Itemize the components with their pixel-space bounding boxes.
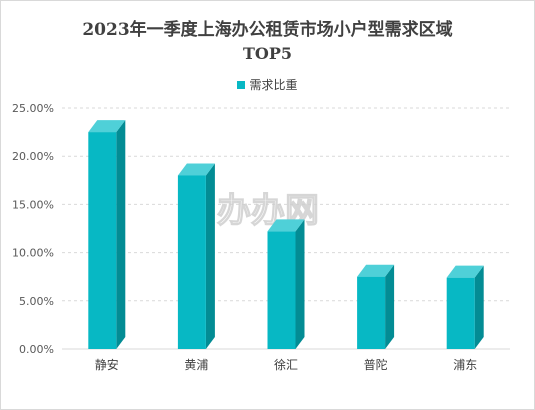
y-tick-label: 15.00% [12,198,54,211]
bar-top [88,120,126,133]
bar-2 [177,163,215,349]
bar-top [357,264,395,277]
bar-front [357,276,386,349]
x-category-label: 普陀 [364,357,388,372]
bar-3 [267,219,305,349]
bar-side [474,265,484,349]
x-category-label: 静安 [95,357,119,372]
bar-1 [88,120,126,349]
y-tick-label: 25.00% [12,102,54,115]
bar-4 [357,264,395,349]
chart-title-line1: 2023年一季度上海办公租赁市场小户型需求区域 [82,20,453,40]
bar-top [177,163,215,176]
legend-label: 需求比重 [249,78,298,92]
bar-side [116,120,126,349]
bar-front [446,277,475,349]
bar-front [177,175,206,349]
chart-title: 2023年一季度上海办公租赁市场小户型需求区域 TOP5 [0,18,535,66]
legend-swatch [237,81,246,89]
bar-side [385,264,395,349]
chart-title-line2: TOP5 [242,44,292,63]
chart-legend: 需求比重 [0,76,535,93]
bar-top [446,265,484,278]
y-tick-label: 0.00% [19,343,54,356]
bar-side [295,219,305,349]
x-category-label: 徐汇 [274,357,298,372]
x-category-label: 浦东 [453,358,477,372]
bar-side [205,163,215,349]
bar-top [267,219,305,232]
bar-front [88,132,117,349]
bar-5 [446,265,484,349]
y-tick-label: 10.00% [12,247,54,260]
x-category-label: 黄浦 [184,358,208,372]
y-tick-label: 5.00% [19,295,54,308]
bar-front [267,231,296,349]
y-tick-label: 20.00% [12,150,54,163]
